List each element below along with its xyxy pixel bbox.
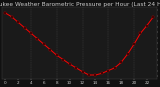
- Title: Milwaukee Weather Barometric Pressure per Hour (Last 24 Hours): Milwaukee Weather Barometric Pressure pe…: [0, 2, 160, 7]
